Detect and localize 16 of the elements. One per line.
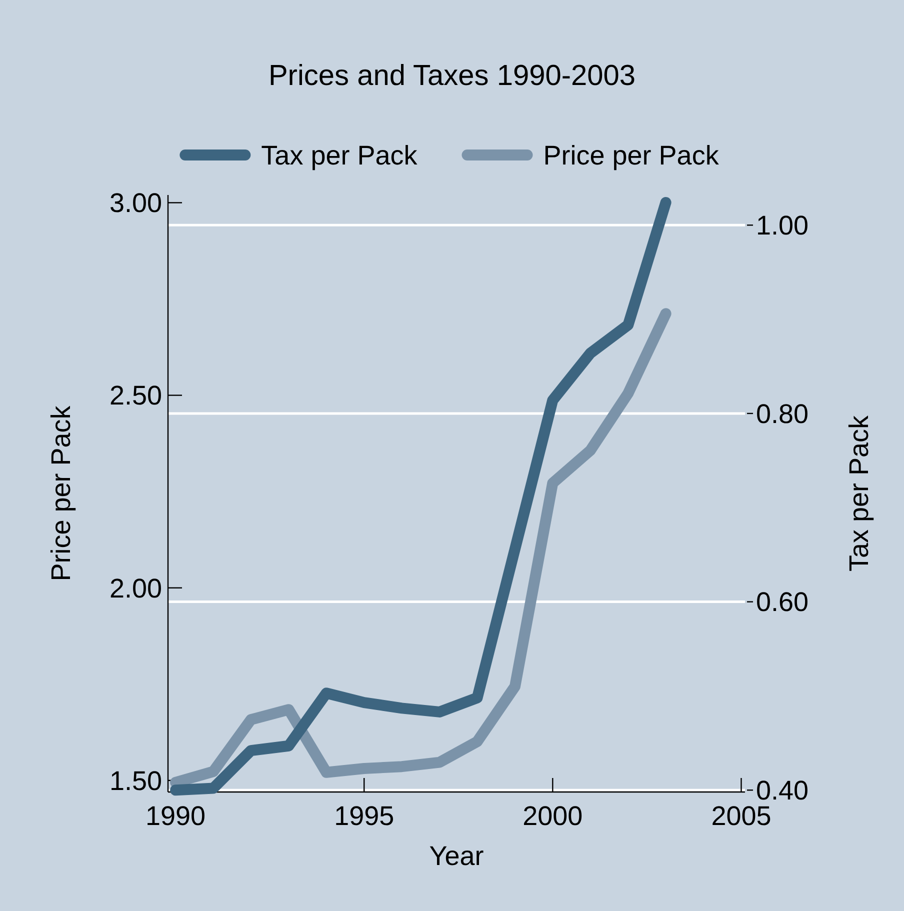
y-tick-label: 1.50 [109, 766, 162, 796]
x-tick-label: 1990 [146, 801, 206, 831]
y-axis-title: Price per Pack [46, 405, 76, 582]
x-tick-label: 2000 [522, 801, 583, 831]
y-tick-label: 3.00 [109, 188, 162, 218]
y-tick-label: 2.00 [109, 573, 162, 604]
y2-tick-label: 1.00 [756, 210, 809, 241]
legend-label: Price per Pack [543, 140, 720, 170]
y2-tick-label: 0.80 [756, 398, 809, 429]
y2-axis-title: Tax per Pack [844, 414, 874, 572]
legend-label: Tax per Pack [261, 140, 418, 170]
chart-title: Prices and Taxes 1990-2003 [268, 60, 636, 92]
x-tick-label: 1995 [334, 801, 394, 831]
y2-tick-label: 0.60 [756, 587, 809, 618]
y-tick-label: 2.50 [109, 380, 162, 411]
x-axis-title: Year [429, 841, 484, 871]
